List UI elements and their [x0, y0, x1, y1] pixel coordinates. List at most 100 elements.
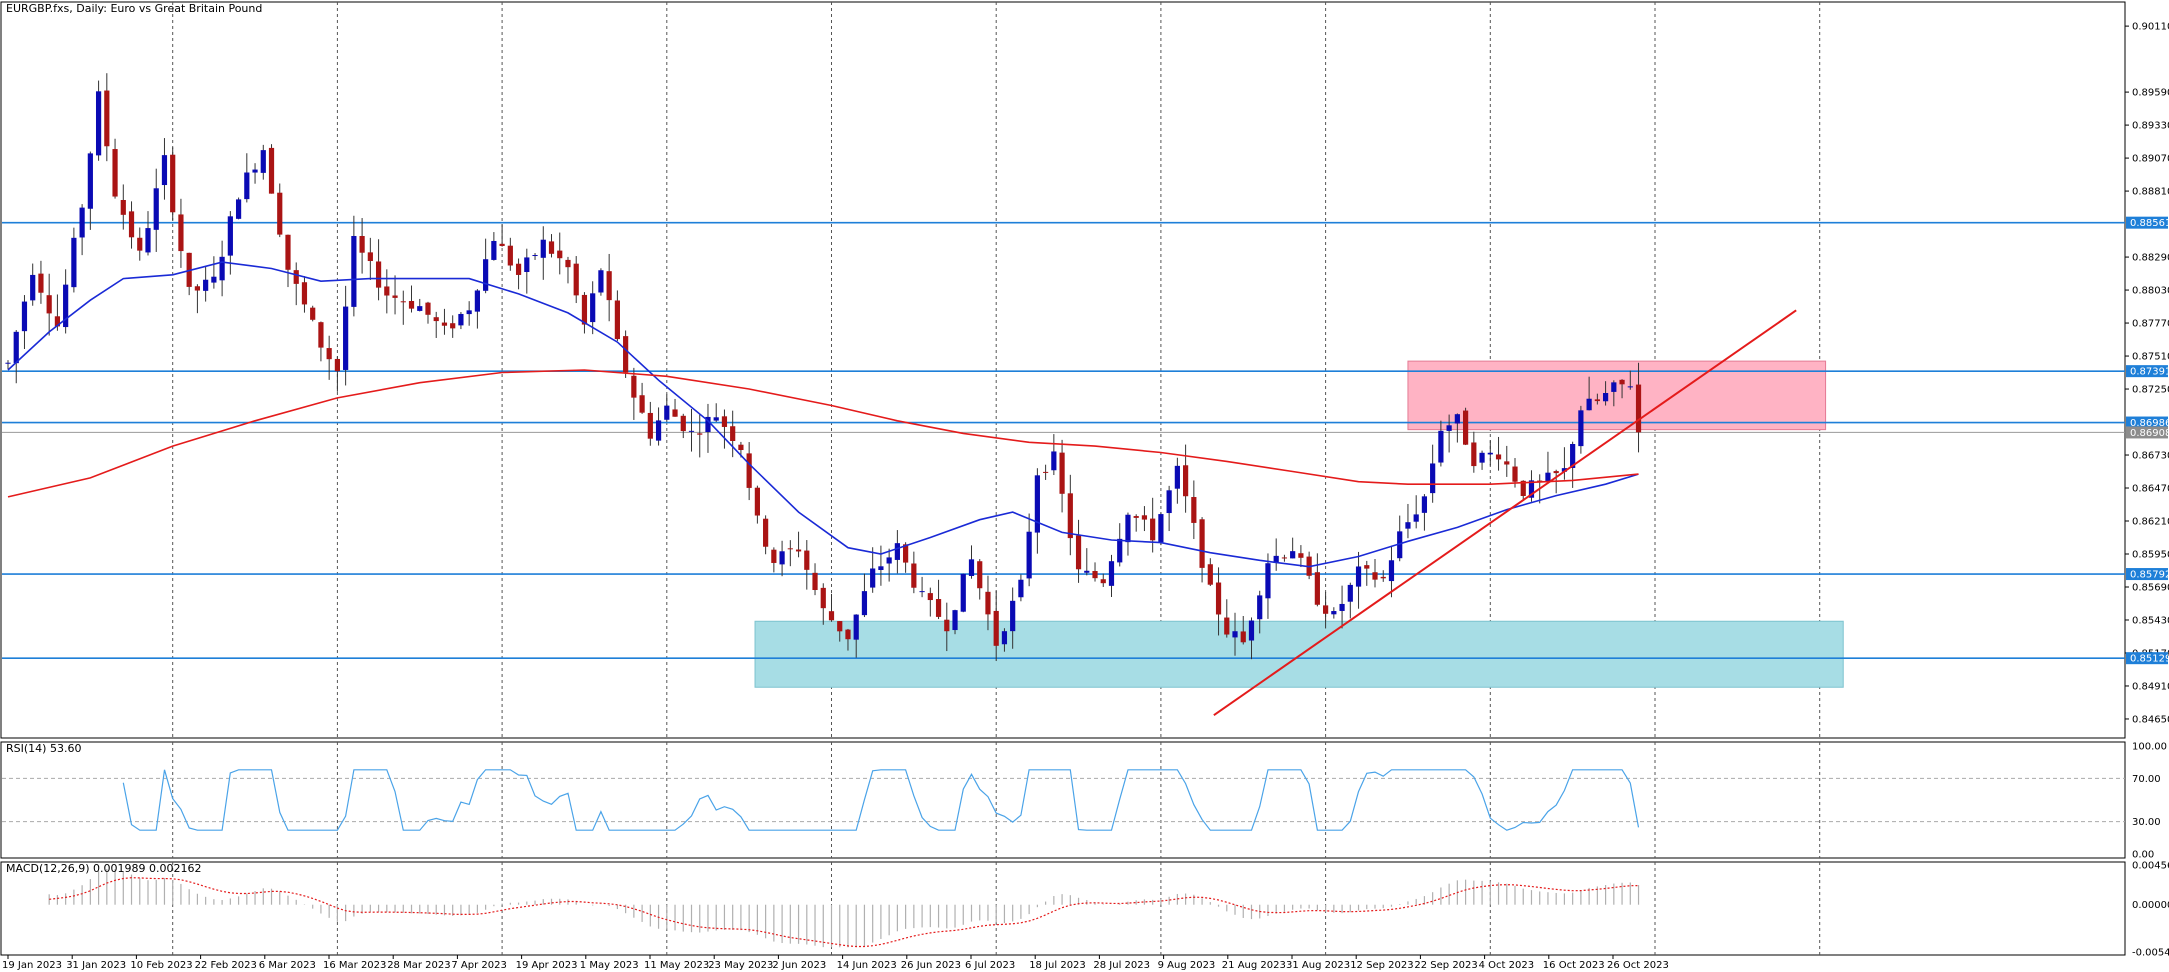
candle-body [721, 416, 728, 427]
candle-body [170, 154, 176, 213]
candle [1133, 514, 1139, 532]
candle-body [1092, 571, 1098, 579]
x-tick-label: 21 Aug 2023 [1222, 960, 1286, 971]
candle [1075, 519, 1082, 583]
candle-body [1232, 631, 1238, 638]
candle [425, 301, 431, 324]
candle-body [219, 256, 225, 281]
candle-body [639, 395, 645, 413]
candle-body [1100, 579, 1106, 584]
candle [1578, 405, 1584, 454]
fast-moving-average [7, 261, 1639, 568]
candle [606, 253, 612, 322]
candle [1454, 413, 1460, 443]
candle [763, 515, 769, 555]
candle [301, 276, 308, 313]
candle [713, 403, 719, 423]
candle-body [1034, 475, 1040, 533]
candle [1561, 447, 1568, 480]
candle [417, 298, 423, 312]
candle-body [1290, 551, 1296, 559]
candle-body [1026, 531, 1032, 579]
candle-body [326, 348, 332, 360]
rsi-tick-label: 70.00 [2132, 774, 2161, 785]
candle-body [79, 207, 85, 238]
candle-body [244, 172, 250, 200]
candle-body [1240, 631, 1246, 643]
x-tick-label: 10 Feb 2023 [130, 960, 192, 971]
candle [499, 224, 505, 247]
candle [1001, 628, 1008, 652]
candle-body [1430, 463, 1436, 494]
candle-body [474, 290, 480, 312]
candle [450, 315, 456, 338]
candle-body [441, 322, 448, 326]
candle [903, 542, 909, 573]
candle [598, 268, 604, 296]
candle-body [960, 573, 966, 612]
candle-body [408, 300, 415, 309]
candle-body [1150, 518, 1156, 541]
candle-body [1339, 603, 1345, 611]
candle-body [1273, 555, 1279, 563]
macd-tick-label: -0.005436 [2132, 948, 2169, 959]
candle [631, 367, 637, 420]
candle-body [137, 237, 143, 251]
candle-body [128, 211, 135, 238]
candle [565, 256, 571, 284]
candle [145, 211, 151, 256]
candle [540, 226, 546, 280]
price-badge-label: 0.86908 [2130, 428, 2169, 439]
candle [680, 413, 686, 439]
candle-body [5, 362, 11, 364]
candle-body [1001, 631, 1008, 645]
candle [30, 263, 36, 306]
candle [944, 602, 950, 652]
candle [590, 281, 596, 335]
candle [408, 285, 415, 313]
candle [557, 232, 563, 275]
candle-body [1018, 579, 1024, 598]
x-tick-label: 28 Jul 2023 [1093, 960, 1150, 971]
candle-body [1010, 600, 1016, 632]
candle-body [104, 90, 110, 147]
candle-body [540, 239, 546, 258]
candle [1504, 445, 1510, 477]
candle-body [911, 563, 917, 588]
candle-body [878, 566, 884, 570]
candle [1627, 370, 1633, 390]
candle-body [1561, 468, 1568, 472]
candle [244, 153, 250, 203]
candle [1084, 548, 1090, 576]
candle-body [1454, 414, 1460, 424]
candle [1314, 553, 1320, 607]
x-tick-label: 6 Mar 2023 [259, 960, 316, 971]
candle [433, 311, 439, 338]
macd-tick-label: 0.004566 [2132, 861, 2169, 872]
candle-body [71, 237, 77, 288]
candle [293, 262, 299, 306]
candle-body [30, 274, 36, 301]
candle [952, 609, 958, 635]
candle-body [1520, 480, 1526, 496]
candle-body [433, 317, 439, 322]
candle [63, 269, 69, 334]
candle-body [1158, 514, 1164, 543]
candle-body [1215, 582, 1222, 615]
candle [326, 335, 332, 380]
candle [787, 540, 793, 567]
candle [655, 407, 662, 446]
x-tick-label: 19 Jan 2023 [2, 960, 62, 971]
candle [1215, 567, 1222, 636]
candle-body [1635, 384, 1642, 433]
candle [820, 583, 826, 625]
candle-body [985, 591, 991, 615]
candle-body [1331, 611, 1337, 615]
candle [672, 398, 678, 417]
